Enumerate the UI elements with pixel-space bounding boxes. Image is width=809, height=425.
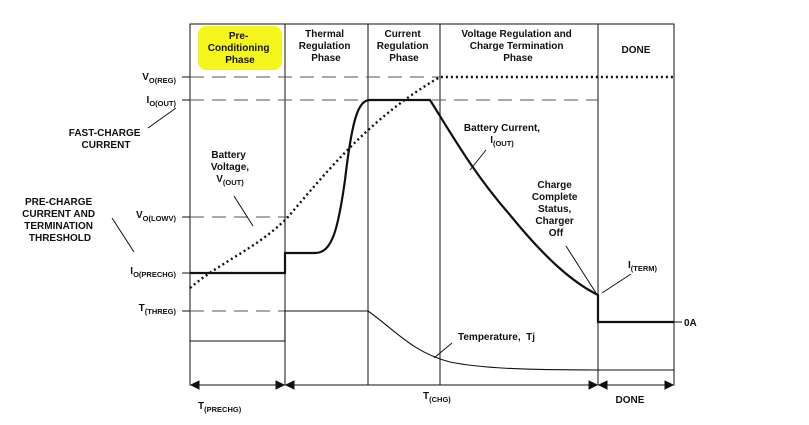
arrowhead-prechg-right [275,380,286,390]
precharge-pointer [111,217,135,253]
label-io-prechg: IO(PRECHG) [130,266,176,279]
label-battery-voltage-symbol: V(OUT) [216,174,244,187]
arrowhead-done-right [664,380,675,390]
arrowhead-chg-left [284,380,295,390]
phase-label-done: DONE [622,45,651,56]
label-done-timing: DONE [616,395,645,406]
arrowhead-chg-right [588,380,599,390]
label-t-prechg: T(PRECHG) [198,401,242,414]
label-temperature: Temperature, Tj [458,332,535,343]
battery-current-pointer [469,149,487,171]
phase-label-precondition: Pre- Conditioning Phase [208,31,272,66]
battery-voltage-curve [189,75,674,289]
label-precharge-threshold: PRE-CHARGE CURRENT AND TERMINATION THRES… [22,197,98,244]
label-battery-current-symbol: I(OUT) [490,135,514,148]
label-t-chg: T(CHG) [423,391,451,404]
i-term-pointer [601,273,632,294]
phase-label-current: Current Regulation Phase [377,29,431,64]
label-fast-charge-current: FAST-CHARGE CURRENT [69,128,143,151]
temperature-curve [190,310,674,371]
charge-complete-pointer [565,245,597,294]
phase-label-voltage: Voltage Regulation and Charge Terminatio… [461,29,574,64]
label-charge-complete: Charge Complete Status, Charger Off [532,180,580,239]
phase-label-thermal: Thermal Regulation Phase [299,29,353,64]
label-zero-amp: 0A [684,318,697,329]
precondition-highlight [198,26,282,70]
label-battery-current: Battery Current, [464,123,540,134]
label-io-out: IO(OUT) [147,95,177,108]
label-t-threg: T(THREG) [139,303,177,316]
label-vo-reg: VO(REG) [142,72,176,85]
temperature-pointer [433,342,453,359]
arrowhead-done-left [597,380,608,390]
battery-voltage-pointer [233,195,254,227]
label-vo-lowv: VO(LOWV) [136,210,176,223]
fast-charge-pointer [147,107,177,129]
timing-arrows [189,380,675,390]
label-i-term: I(TERM) [628,260,658,273]
arrowhead-prechg-left [189,380,200,390]
label-battery-voltage: Battery Voltage, [211,150,249,173]
battery-current-curve [190,98,674,324]
